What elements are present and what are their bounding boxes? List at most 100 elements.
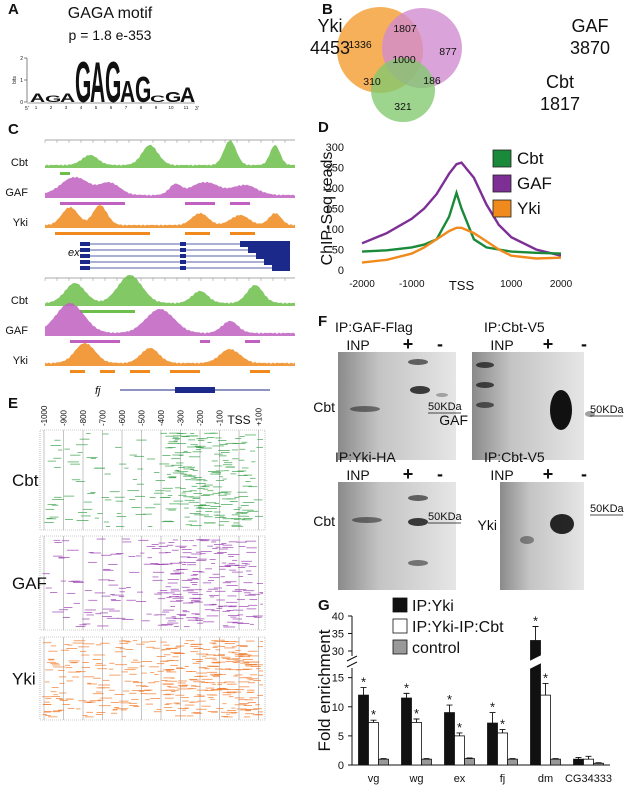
blot-protein: Cbt (313, 399, 335, 415)
y-tick-label: 50 (332, 245, 344, 257)
panel-label: D (318, 119, 329, 136)
x-tick-label: TSS (449, 278, 475, 293)
lane-label: - (437, 464, 443, 484)
blot-band (408, 495, 428, 501)
logo-letter: G (135, 70, 151, 110)
logo-letter: G (75, 52, 91, 116)
peak-call (55, 232, 150, 235)
size-marker: 50KDa (590, 503, 625, 515)
logo-position: 10 (168, 105, 174, 110)
x-position-label: -300 (177, 409, 186, 426)
row-label: GAF (12, 574, 47, 593)
bar (593, 762, 604, 766)
bar (573, 758, 584, 766)
peak-call (200, 340, 210, 343)
blot-protein: Cbt (313, 513, 335, 529)
lane-label: + (403, 464, 414, 484)
logo-y-tick: 2 (20, 56, 23, 62)
bar (507, 758, 518, 766)
blot-band (476, 382, 494, 388)
gene-exon (256, 253, 290, 259)
lane-label: - (437, 334, 443, 354)
y-tick-label: 200 (326, 183, 344, 195)
legend-label: control (412, 640, 460, 657)
bar (421, 758, 432, 766)
lane-label: INP (346, 337, 369, 353)
x-position-label: -1000 (40, 405, 49, 426)
x-position-label: -800 (79, 409, 88, 426)
lane-label: + (543, 464, 554, 484)
peak-call (60, 202, 125, 205)
significance: * (404, 680, 409, 695)
panel-label: A (8, 1, 19, 18)
bar (411, 722, 422, 766)
y-tick-label: 300 (326, 142, 344, 154)
gene-exon (80, 242, 90, 246)
track-label: Yki (13, 217, 28, 229)
map-box (39, 429, 266, 531)
track-label: GAF (5, 325, 28, 337)
significance: * (371, 707, 376, 722)
blot-title: IP:Cbt-V5 (484, 449, 545, 465)
y-axis-label: ChIP-Seq reads (319, 152, 336, 266)
logo-y-label: bits (12, 76, 18, 84)
venn-count: 1807 (393, 23, 417, 35)
logo-letter: C (150, 94, 166, 104)
y-axis-label: Fold enrichment (315, 629, 334, 751)
coverage-track (45, 139, 295, 168)
logo-letter: A (30, 91, 45, 105)
peak-call (245, 340, 260, 343)
error-bar (446, 704, 453, 713)
gene-exon (180, 260, 186, 264)
coverage-track (45, 275, 295, 306)
legend-label: IP:Yki (412, 598, 454, 615)
venn-set-total: 3870 (570, 38, 610, 58)
venn-count: 1336 (348, 39, 372, 51)
peak-call (70, 370, 85, 373)
logo-position: 11 (184, 105, 189, 110)
venn-set-name: GAF (571, 16, 608, 36)
logo-position: 1 (35, 105, 38, 110)
peak-call (185, 202, 215, 205)
legend-label: IP:Yki-IP:Cbt (412, 619, 504, 636)
logo-position: 3 (65, 105, 68, 110)
x-position-label: -900 (60, 409, 69, 426)
panel-label: C (8, 121, 19, 138)
logo-end: 5' (25, 106, 29, 112)
motif-pvalue: p = 1.8 e-353 (69, 27, 152, 43)
error-bar (403, 692, 410, 699)
error-bar (380, 758, 387, 760)
peak-call (80, 310, 135, 313)
significance: * (543, 670, 548, 685)
blot-band (436, 393, 448, 397)
x-tick-label: ex (454, 773, 466, 785)
error-bar (552, 758, 559, 760)
significance: * (361, 675, 366, 690)
y-tick-label: 35 (332, 629, 344, 641)
error-bar (542, 683, 549, 696)
venn-count: 186 (423, 75, 441, 87)
logo-y-tick: 1 (20, 78, 23, 84)
logo-letter: A (180, 84, 195, 107)
error-bar (370, 719, 377, 723)
gene-exon (248, 247, 290, 253)
venn-set-name: Yki (317, 16, 342, 36)
lane-label: INP (490, 467, 513, 483)
error-bar (575, 756, 582, 760)
line-series (361, 226, 562, 264)
panel-label: E (8, 395, 18, 412)
logo-position: 6 (110, 105, 113, 110)
track-label: Cbt (11, 295, 28, 307)
peak-call (170, 370, 200, 373)
blot-title: IP:Cbt-V5 (484, 319, 545, 335)
venn-count: 321 (394, 101, 412, 113)
row-label: Cbt (12, 471, 39, 490)
legend-swatch (492, 149, 512, 168)
gene-exon (80, 248, 90, 252)
track-label: Yki (13, 355, 28, 367)
bar (401, 697, 412, 766)
x-position-label: -200 (196, 409, 205, 426)
x-tick-label: wg (408, 773, 423, 785)
y-tick-label: 250 (326, 163, 344, 175)
